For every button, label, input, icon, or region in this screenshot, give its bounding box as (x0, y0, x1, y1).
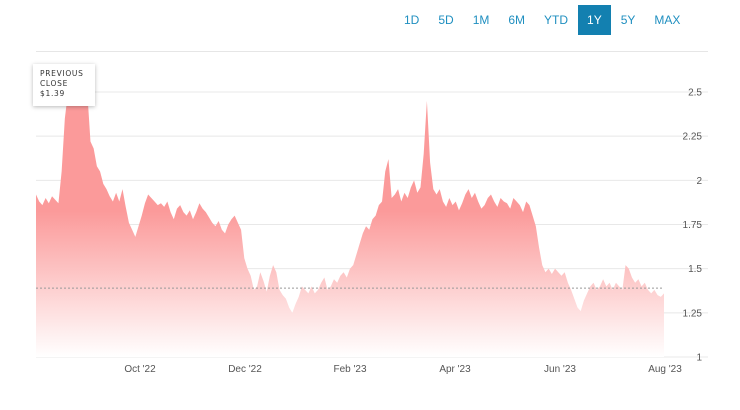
x-tick-label: Apr '23 (439, 364, 471, 375)
tooltip-label-line2: CLOSE (40, 79, 69, 88)
range-button-max[interactable]: MAX (654, 13, 681, 27)
y-tick-label: 1.75 (683, 220, 703, 231)
x-tick-label: Jun '23 (544, 364, 576, 375)
divider (36, 51, 708, 52)
x-tick-label: Feb '23 (333, 364, 366, 375)
range-button-6m[interactable]: 6M (508, 13, 526, 27)
tooltip-value: $1.39 (40, 89, 65, 98)
range-button-5d[interactable]: 5D (438, 13, 454, 27)
tooltip-label-line1: PREVIOUS (40, 69, 84, 78)
range-button-1m[interactable]: 1M (472, 13, 490, 27)
x-tick-label: Aug '23 (648, 364, 682, 375)
previous-close-tooltip: PREVIOUS CLOSE $1.39 (33, 64, 95, 106)
y-tick-label: 2 (696, 176, 702, 187)
range-button-1d[interactable]: 1D (404, 13, 420, 27)
y-tick-label: 2.25 (683, 132, 703, 143)
x-tick-label: Oct '22 (124, 364, 156, 375)
y-tick-label: 1 (696, 353, 702, 364)
range-selector: 1D 5D 1M 6M YTD 1Y 5Y MAX (394, 5, 689, 35)
range-button-1y[interactable]: 1Y (578, 5, 611, 35)
range-button-5y[interactable]: 5Y (620, 13, 636, 27)
x-tick-label: Dec '22 (228, 364, 262, 375)
y-tick-label: 2.5 (688, 88, 702, 99)
y-tick-label: 1.25 (683, 308, 703, 319)
y-tick-label: 1.5 (688, 264, 702, 275)
price-area (36, 92, 664, 357)
range-button-ytd[interactable]: YTD (544, 13, 569, 27)
